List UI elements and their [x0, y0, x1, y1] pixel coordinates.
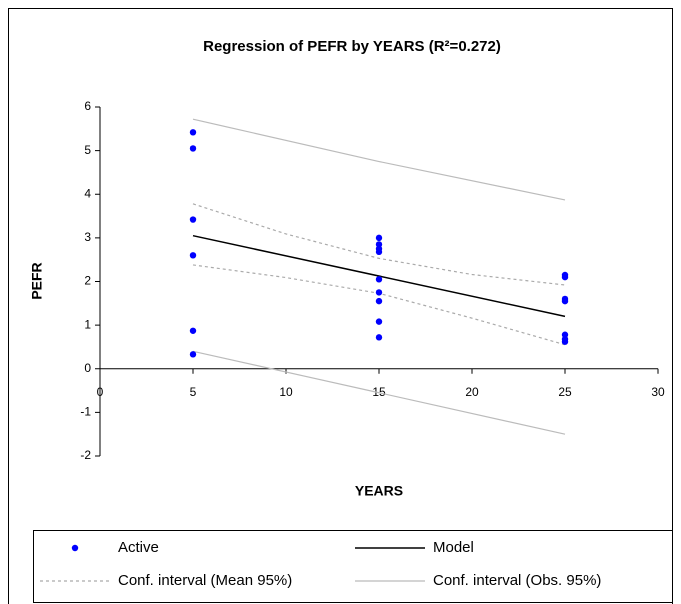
y-axis-label: PEFR — [29, 262, 45, 299]
y-tick-label: 1 — [84, 317, 91, 331]
point — [561, 297, 569, 305]
x-tick-label: 5 — [190, 385, 197, 399]
y-tick-label: 4 — [84, 186, 91, 200]
point — [561, 273, 569, 281]
ci-upper — [192, 118, 566, 201]
y-tick-label: 2 — [84, 274, 91, 288]
y-tick-label: -1 — [80, 405, 91, 419]
ci-upper — [192, 203, 566, 286]
point — [189, 351, 197, 358]
point — [375, 334, 383, 341]
point — [189, 327, 197, 334]
ci-lower — [192, 350, 566, 435]
point — [189, 129, 197, 136]
x-tick-label: 0 — [97, 385, 104, 399]
legend-marker — [71, 544, 79, 552]
legend-box — [33, 530, 673, 603]
legend-label: Conf. interval (Mean 95%) — [118, 572, 292, 589]
x-tick-label: 25 — [558, 385, 572, 399]
point — [375, 234, 383, 242]
legend-label: Active — [118, 539, 159, 556]
x-axis-label: YEARS — [355, 483, 403, 499]
y-tick-label: 0 — [84, 361, 91, 375]
point — [561, 338, 569, 345]
point — [375, 248, 383, 256]
x-tick-label: 20 — [465, 385, 479, 399]
point — [375, 289, 383, 296]
y-tick-label: 6 — [84, 99, 91, 113]
point — [189, 216, 197, 223]
chart-border — [8, 8, 673, 604]
x-tick-label: 15 — [372, 385, 386, 399]
x-tick-label: 30 — [651, 385, 665, 399]
point — [189, 252, 197, 259]
chart-title: Regression of PEFR by YEARS (R²=0.272) — [203, 38, 501, 55]
y-tick-label: 5 — [84, 143, 91, 157]
y-tick-label: 3 — [84, 230, 91, 244]
x-tick-label: 10 — [279, 385, 293, 399]
point — [375, 276, 383, 283]
point — [189, 145, 197, 152]
y-tick-label: -2 — [80, 448, 91, 462]
point — [375, 318, 383, 325]
model-line — [192, 234, 566, 318]
legend-label: Model — [433, 539, 474, 556]
legend-label: Conf. interval (Obs. 95%) — [433, 572, 601, 589]
point — [375, 297, 383, 305]
